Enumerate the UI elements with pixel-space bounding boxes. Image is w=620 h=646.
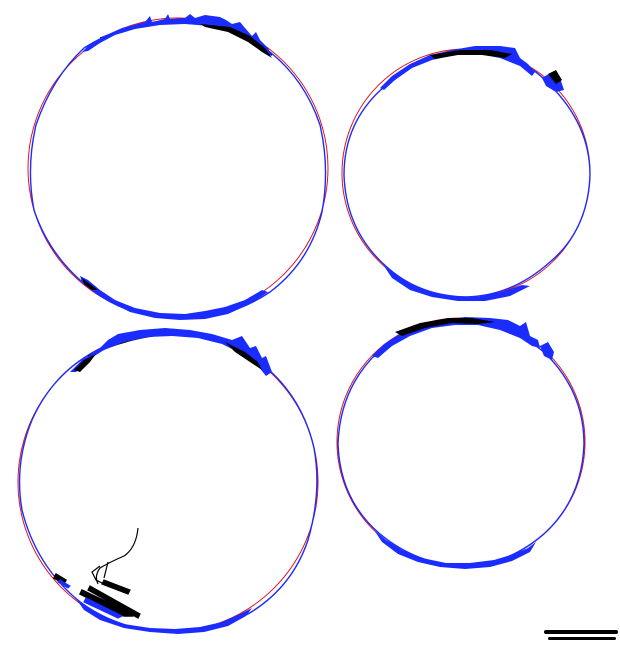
rim-bottom-right-lower (374, 530, 536, 569)
rim-top-right-lobe-dark (548, 70, 562, 84)
rim-top-left-upper (82, 14, 272, 56)
rim-bottom-right-upper (372, 317, 540, 358)
outline-top-left (29, 20, 327, 319)
rim-top-left-lower (80, 276, 268, 320)
rim-top-right-lower (384, 266, 530, 301)
streak-2 (87, 585, 141, 619)
scale-bar-line-2 (548, 637, 616, 640)
panel-top-left (27, 14, 329, 320)
scale-bar-line-1 (544, 630, 618, 634)
streak-4 (101, 579, 131, 595)
rim-top-right-dark (430, 50, 512, 59)
streak-6 (57, 579, 71, 589)
rim-bottom-left-lower (74, 596, 252, 634)
rim-top-right-upper (380, 46, 535, 90)
rim-top-left-dark (200, 24, 272, 58)
streak-3 (83, 597, 124, 619)
panel-top-right (341, 46, 591, 301)
rim-bottom-right-dark (395, 318, 495, 336)
rim-top-left-lower-dark (82, 278, 98, 290)
panel-bottom-left (17, 328, 319, 634)
rim-bottom-right-lobe (540, 342, 554, 360)
panel-bottom-right (336, 317, 586, 569)
outline-bottom-left (18, 331, 318, 633)
rim-bottom-left-upper (70, 328, 272, 376)
tail-structure (91, 527, 139, 589)
scale-bar (544, 630, 618, 640)
